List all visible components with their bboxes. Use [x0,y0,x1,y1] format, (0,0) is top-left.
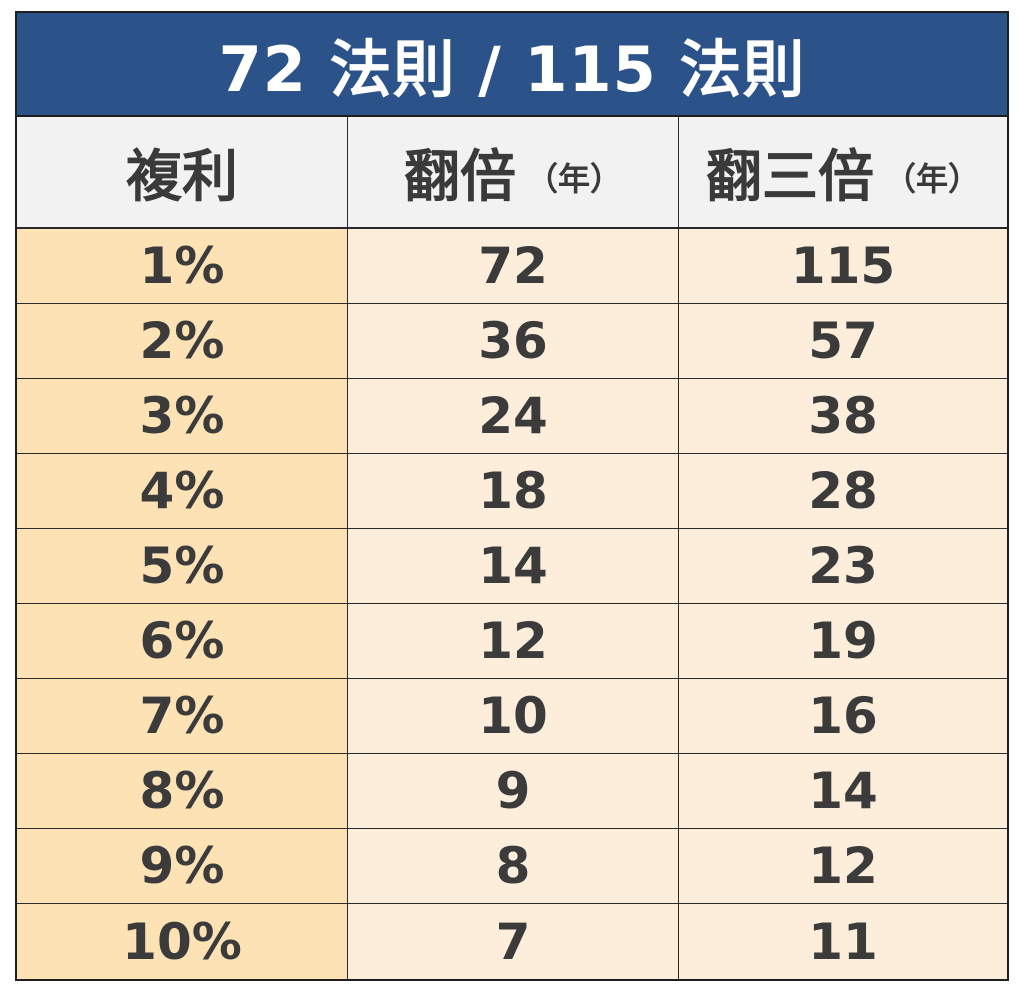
table-row: 3% 24 38 [17,379,1007,454]
header-double-label: 翻倍 [403,144,516,210]
triple-years-cell: 19 [679,604,1007,678]
table-row: 5% 14 23 [17,529,1007,604]
table-row: 4% 18 28 [17,454,1007,529]
rate-cell: 9% [17,829,348,903]
double-years-cell: 18 [348,454,679,528]
double-years-cell: 10 [348,679,679,753]
triple-years-cell: 115 [679,229,1007,303]
triple-years-cell: 11 [679,904,1007,979]
double-years-cell: 14 [348,529,679,603]
rate-cell: 5% [17,529,348,603]
triple-years-cell: 14 [679,754,1007,828]
double-years-cell: 72 [348,229,679,303]
rate-cell: 8% [17,754,348,828]
triple-years-cell: 12 [679,829,1007,903]
header-rate: 複利 [17,117,348,227]
rate-cell: 2% [17,304,348,378]
double-years-cell: 7 [348,904,679,979]
rule-table: 72 法則 / 115 法則 複利 翻倍 （年） 翻三倍 （年） 1% 72 1… [15,11,1009,981]
double-years-cell: 8 [348,829,679,903]
rate-cell: 3% [17,379,348,453]
triple-years-cell: 23 [679,529,1007,603]
triple-years-cell: 16 [679,679,1007,753]
triple-years-cell: 28 [679,454,1007,528]
rate-cell: 6% [17,604,348,678]
table-row: 2% 36 57 [17,304,1007,379]
table-title: 72 法則 / 115 法則 [17,13,1007,117]
double-years-cell: 24 [348,379,679,453]
header-double: 翻倍 （年） [348,117,679,227]
header-triple: 翻三倍 （年） [679,117,1007,227]
table-row: 1% 72 115 [17,229,1007,304]
rate-cell: 4% [17,454,348,528]
table-row: 9% 8 12 [17,829,1007,904]
double-years-cell: 36 [348,304,679,378]
table-row: 10% 7 11 [17,904,1007,979]
table-row: 7% 10 16 [17,679,1007,754]
double-years-cell: 12 [348,604,679,678]
header-triple-label: 翻三倍 [705,144,874,210]
header-row: 複利 翻倍 （年） 翻三倍 （年） [17,117,1007,229]
header-double-unit: （年） [525,160,622,198]
rate-cell: 10% [17,904,348,979]
header-triple-unit: （年） [883,160,980,198]
table-row: 6% 12 19 [17,604,1007,679]
triple-years-cell: 57 [679,304,1007,378]
table-row: 8% 9 14 [17,754,1007,829]
triple-years-cell: 38 [679,379,1007,453]
double-years-cell: 9 [348,754,679,828]
rate-cell: 7% [17,679,348,753]
rate-cell: 1% [17,229,348,303]
header-rate-label: 複利 [126,144,238,210]
